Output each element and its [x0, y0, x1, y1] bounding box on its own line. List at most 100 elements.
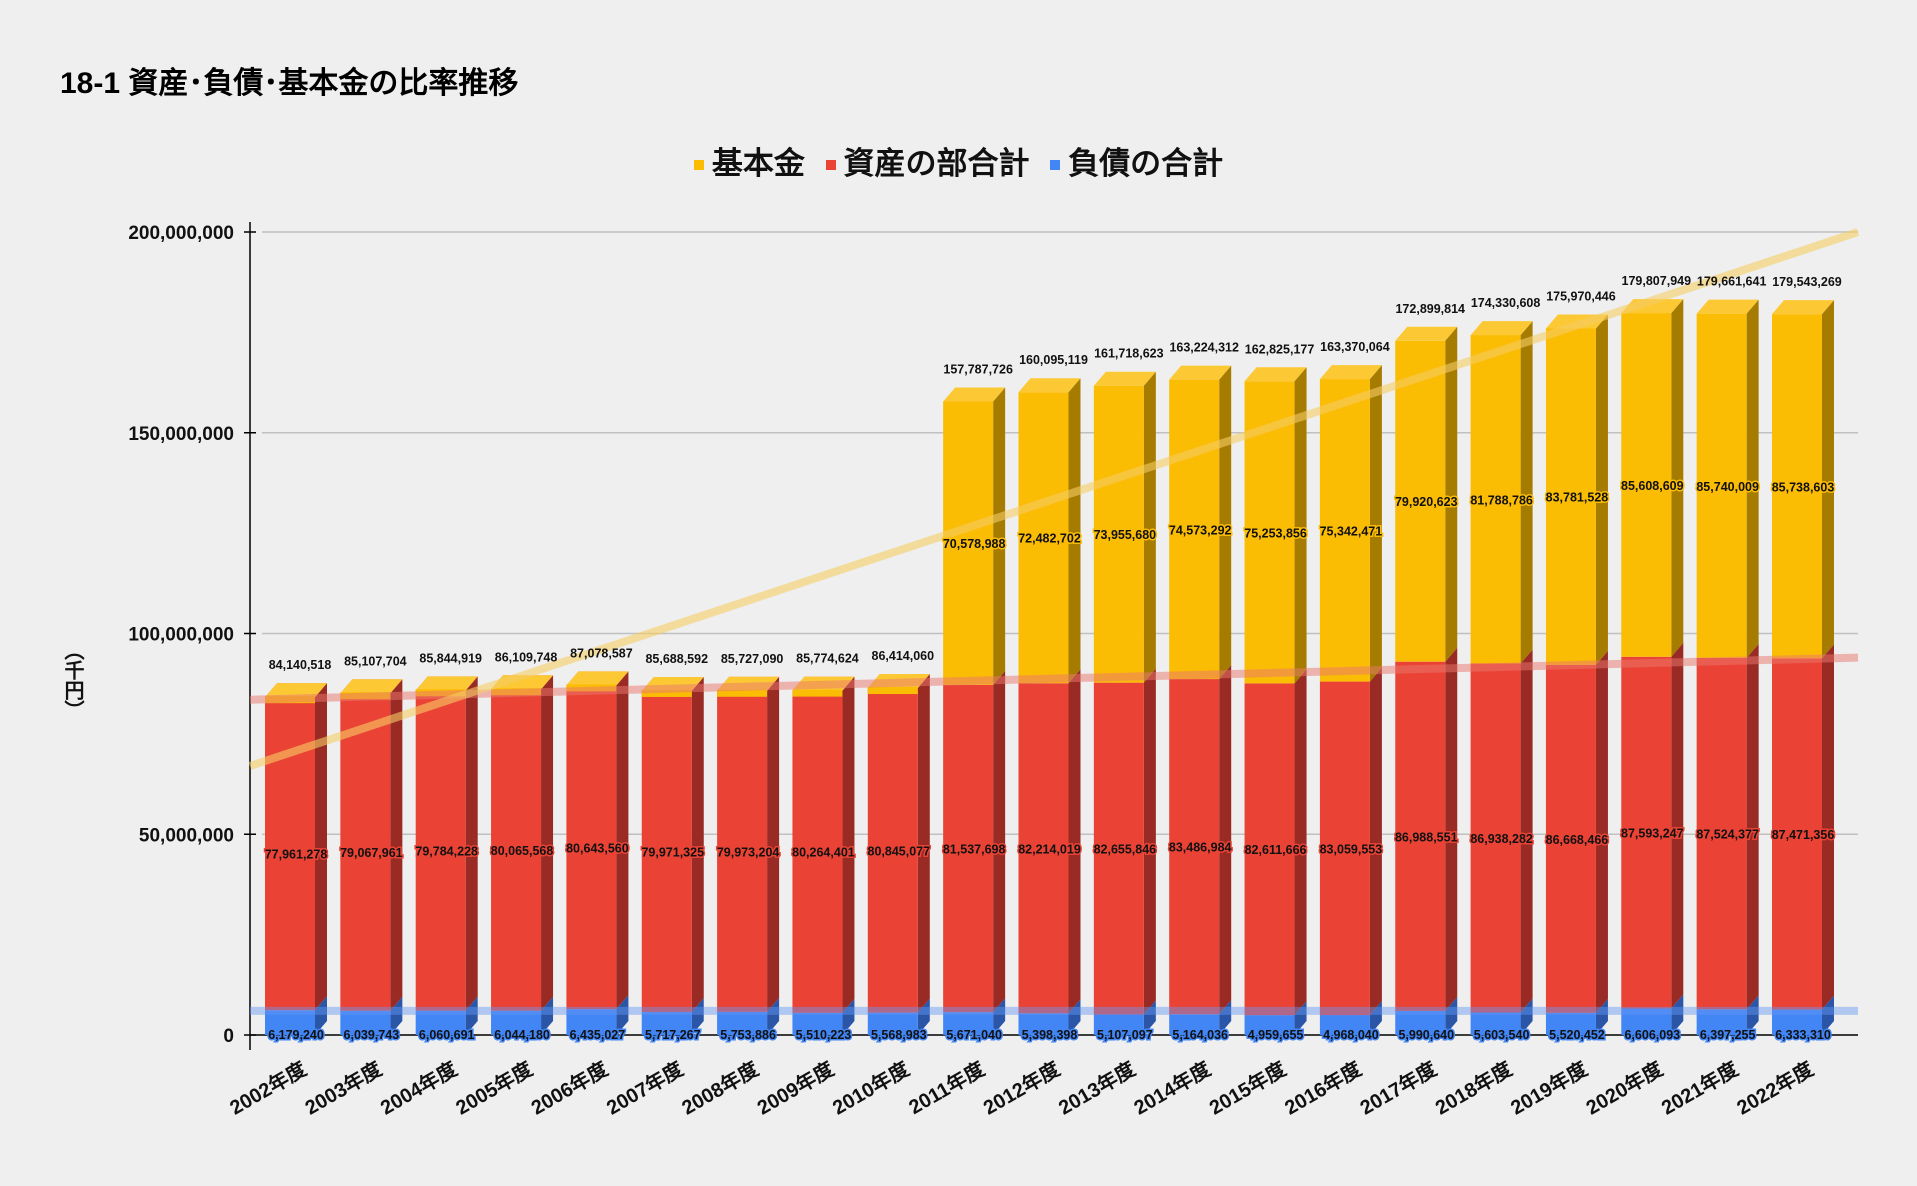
data-label-assets: 83,059,553	[1320, 842, 1383, 856]
data-label-kihonkin: 74,573,292	[1169, 523, 1232, 537]
bar-segment	[1018, 1013, 1069, 1035]
bar-side-0	[1746, 995, 1759, 1035]
bar-side-2	[1219, 365, 1232, 680]
bar-segment	[1018, 683, 1069, 1014]
bar-top-kihonkin	[265, 683, 327, 698]
bar-segment	[1093, 385, 1144, 683]
legend-swatch	[825, 159, 836, 170]
data-label-kihonkin: 85,740,009	[1696, 480, 1759, 494]
legend-swatch	[693, 159, 704, 170]
y-tick-label: 0	[223, 1026, 234, 1047]
bar-side-2	[1671, 299, 1684, 657]
bar-side-0	[1369, 1001, 1382, 1035]
x-tick-label: 2004年度	[376, 1056, 462, 1120]
bar-side-2	[1369, 365, 1382, 682]
legend-item-assets[interactable]: 資産の部合計	[825, 138, 1030, 183]
data-label-assets: 79,971,325	[641, 846, 704, 860]
data-label-liabilities: 5,753,886	[720, 1028, 776, 1042]
bar-side-0	[616, 995, 629, 1035]
bar-side-0	[1595, 998, 1608, 1035]
data-label-assets: 86,668,466	[1546, 833, 1609, 847]
data-label-total: 85,688,592	[645, 652, 708, 666]
data-label-liabilities: 4,968,040	[1323, 1028, 1379, 1042]
bars	[265, 299, 1834, 1035]
data-label-kihonkin: 85,738,603	[1772, 480, 1835, 494]
bar-side-0	[1445, 996, 1458, 1035]
bar-segment	[340, 693, 391, 1011]
bar-side-0	[1294, 1001, 1307, 1035]
bar-top	[1093, 371, 1156, 386]
x-tick-label: 2022年度	[1732, 1056, 1818, 1120]
y-axis-label: （千円）	[61, 640, 83, 720]
data-label-assets: 79,973,204	[717, 845, 780, 859]
bar-segment-kihonkin	[867, 687, 918, 695]
bar-segment	[1772, 314, 1822, 659]
bar-segment	[943, 401, 994, 685]
data-label-total: 172,899,814	[1395, 302, 1465, 316]
legend: 基本金 資産の部合計 負債の合計	[0, 138, 1917, 183]
data-label-liabilities: 6,397,255	[1700, 1028, 1756, 1042]
bar-side-1	[390, 679, 403, 1011]
bar-side-0	[465, 996, 478, 1035]
bar-segment	[943, 1012, 994, 1035]
bar-segment	[1244, 1015, 1295, 1035]
bar-segment	[1395, 1010, 1446, 1035]
data-label-kihonkin: 85,608,609	[1621, 479, 1684, 493]
bar-segment	[717, 1011, 768, 1035]
bar-side-0	[993, 998, 1006, 1035]
data-label-liabilities: 6,039,743	[344, 1028, 400, 1042]
bar-segment	[1319, 379, 1370, 682]
bar-top-kihonkin	[415, 676, 478, 691]
bar-segment	[1545, 1012, 1596, 1035]
x-tick-label: 2002年度	[225, 1056, 311, 1120]
bar-side-0	[767, 997, 780, 1035]
data-label-assets: 82,655,846	[1094, 843, 1157, 857]
data-label-liabilities: 5,520,452	[1549, 1028, 1605, 1042]
data-label-assets: 79,067,961	[340, 846, 403, 860]
bar-segment	[1395, 661, 1446, 1011]
legend-item-liabilities[interactable]: 負債の合計	[1050, 138, 1223, 183]
x-tick-label: 2007年度	[602, 1056, 688, 1120]
x-tick-label: 2017年度	[1356, 1056, 1442, 1120]
data-label-liabilities: 5,510,223	[796, 1028, 852, 1042]
data-label-liabilities: 5,398,398	[1022, 1028, 1078, 1042]
bar-segment	[1470, 663, 1521, 1013]
x-tick-label: 2013年度	[1054, 1056, 1140, 1120]
bar-segment	[1319, 1015, 1370, 1035]
bar-segment	[792, 1012, 843, 1035]
data-label-assets: 86,938,282	[1470, 832, 1533, 846]
x-tick-label: 2010年度	[828, 1056, 914, 1120]
bar-top	[1018, 378, 1081, 393]
data-label-liabilities: 5,107,097	[1097, 1028, 1153, 1042]
bar-segment	[641, 690, 692, 1013]
data-label-liabilities: 5,717,267	[645, 1028, 701, 1042]
data-label-assets: 79,784,228	[415, 844, 478, 858]
chart-title: 18-1 資産･負債･基本金の比率推移	[60, 67, 519, 100]
y-tick-label: 200,000,000	[128, 223, 234, 244]
bar-side-1	[1143, 668, 1156, 1015]
data-label-assets: 87,524,377	[1696, 828, 1759, 842]
data-label-liabilities: 5,568,983	[871, 1028, 927, 1042]
legend-item-kihonkin[interactable]: 基本金	[693, 138, 805, 183]
data-label-assets: 83,486,984	[1169, 841, 1232, 855]
x-tick-label: 2019年度	[1506, 1056, 1592, 1120]
data-label-assets: 80,643,560	[566, 841, 629, 855]
bar-side-1	[616, 671, 629, 1010]
data-label-assets: 87,593,247	[1621, 827, 1684, 841]
bar-top	[1169, 365, 1232, 380]
data-label-total: 163,224,312	[1169, 341, 1239, 355]
data-label-kihonkin: 73,955,680	[1094, 528, 1157, 542]
bar-segment-kihonkin	[641, 689, 692, 697]
data-label-total: 179,807,949	[1622, 274, 1692, 288]
bar-segment-kihonkin	[717, 689, 768, 697]
data-label-total: 84,140,518	[269, 658, 332, 672]
data-label-liabilities: 6,044,180	[494, 1028, 550, 1042]
bar-side-1	[1068, 669, 1081, 1014]
bar-segment	[1244, 683, 1295, 1016]
bar-segment	[641, 1012, 692, 1035]
bar-side-0	[1671, 994, 1684, 1035]
data-label-kihonkin: 72,482,702	[1018, 532, 1081, 546]
x-tick-label: 2006年度	[527, 1056, 613, 1120]
data-label-total: 162,825,177	[1245, 342, 1315, 356]
bar-top	[1319, 365, 1382, 380]
